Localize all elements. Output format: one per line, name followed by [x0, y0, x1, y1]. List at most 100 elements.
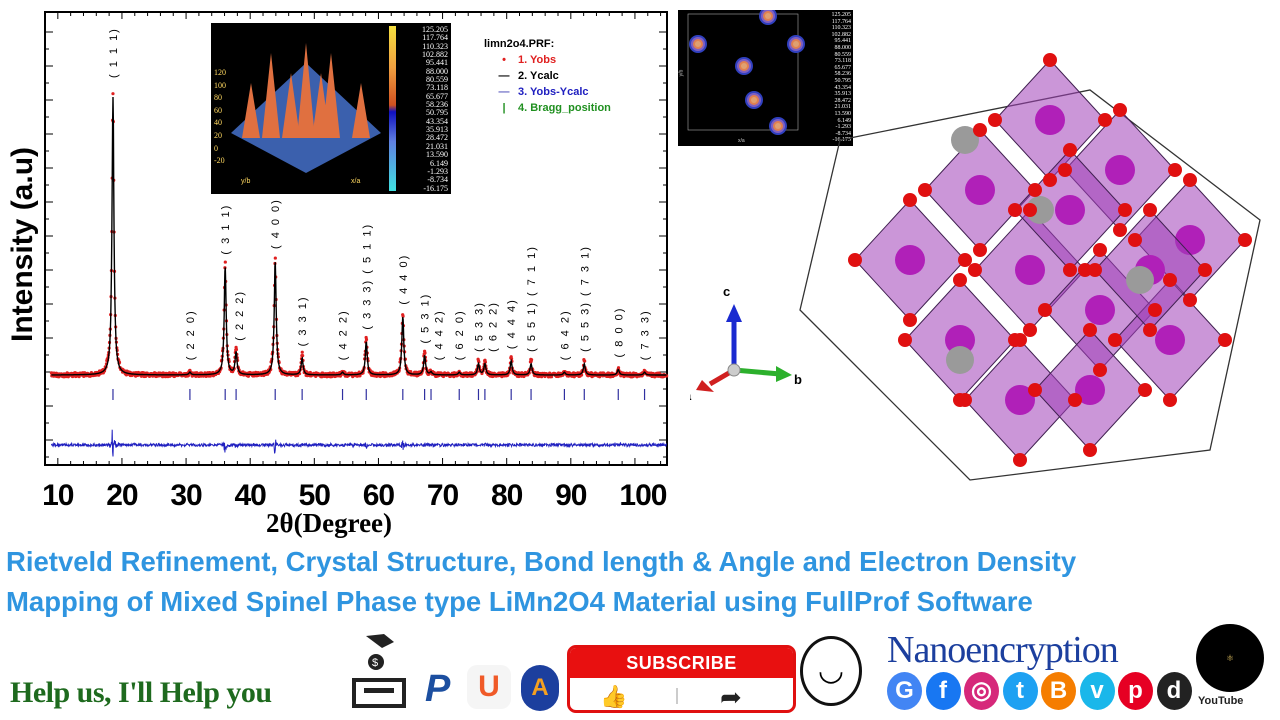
oxygen-atom: [1163, 393, 1177, 407]
oxygen-atom: [1183, 173, 1197, 187]
yobs-point: [423, 351, 427, 355]
yobs-point: [401, 314, 405, 318]
colorbar-value: 117.764: [422, 33, 448, 43]
oxygen-atom: [1113, 223, 1127, 237]
oxygen-atom: [1008, 203, 1022, 217]
x-tick-label: 40: [234, 479, 267, 512]
paypal-icon[interactable]: P: [425, 668, 451, 710]
z-tick: 100: [214, 80, 226, 90]
hkl-label: ( 8 0 0): [613, 307, 625, 358]
oxygen-atom: [1093, 243, 1107, 257]
yobs-point: [111, 92, 115, 96]
hkl-label: ( 5 3 1): [420, 293, 432, 344]
density-peak: [262, 53, 280, 138]
oxygen-atom: [988, 113, 1002, 127]
density-contour: [751, 97, 757, 103]
colorbar-value: 58.236: [426, 100, 448, 110]
colorbar-value: 117.764: [831, 18, 851, 25]
instagram-icon[interactable]: ◎: [964, 672, 999, 710]
legend-bragg: 4. Bragg_position: [518, 102, 611, 114]
crystal-axes-triad: c b a: [690, 284, 802, 403]
channel-logo: ⚛: [1196, 624, 1264, 692]
facebook-icon[interactable]: f: [925, 672, 961, 710]
colorbar-value: 95.441: [426, 58, 448, 68]
x-tick-label: 30: [170, 479, 202, 512]
help-text: Help us, I'll Help you: [10, 676, 272, 709]
subscribe-button[interactable]: SUBSCRIBE 👍 ➦: [567, 645, 796, 713]
plot-area: ( 1 1 1) ( 2 2 0) ( 3 1 1) ( 2 2 2) ( 4 0 0)…: [44, 11, 669, 466]
yobs-point: [144, 374, 148, 378]
yobs-point: [300, 350, 304, 354]
x-tick-label: 70: [426, 479, 459, 512]
blogger-icon[interactable]: B: [1041, 672, 1076, 710]
upi-app-icon[interactable]: U: [467, 665, 511, 709]
yobs-point: [616, 366, 621, 370]
hkl-label: ( 7 3 3): [640, 309, 652, 360]
yobs-point: [477, 360, 481, 364]
legend-yobs: 1. Yobs: [518, 54, 557, 66]
oxygen-atom: [903, 193, 917, 207]
x-tick-label: 60: [362, 479, 395, 512]
density-peak: [282, 73, 300, 138]
x-a-label: x/a: [351, 178, 361, 185]
yobs-point: [364, 337, 369, 342]
colorbar: [389, 26, 396, 191]
hkl-label: ( 1 1 1): [108, 27, 120, 78]
hkl-label: ( 3 1 1): [220, 204, 232, 255]
oxygen-atom: [903, 313, 917, 327]
colorbar-value: 50.795: [426, 108, 448, 118]
vimeo-icon[interactable]: v: [1079, 672, 1115, 710]
oxygen-atom: [1143, 203, 1157, 217]
difference-line: [50, 429, 668, 457]
x-tick-label: 10: [42, 479, 74, 512]
colorbar-value: 65.677: [426, 91, 448, 101]
y-axis-label: Intensity (a.u): [6, 146, 39, 342]
colorbar-value: 43.354: [426, 116, 448, 126]
oxygen-atom: [1183, 293, 1197, 307]
colorbar-value: 95.441: [834, 38, 852, 45]
colorbar-value: -1.293: [835, 124, 852, 131]
payment-app-icon[interactable]: A: [521, 665, 559, 711]
svg-text:$: $: [372, 657, 378, 669]
colorbar-value: 102.882: [422, 50, 448, 60]
density-peak: [312, 73, 330, 138]
colorbar-value: 73.118: [834, 58, 851, 65]
density-contour: [695, 41, 701, 47]
yobs-point: [273, 256, 277, 260]
axis-c: c: [723, 284, 730, 299]
hkl-label: ( 5 5 1) ( 7 1 1): [526, 245, 538, 352]
colorbar-value: 35.913: [426, 125, 448, 135]
colorbar-value: 88.000: [426, 66, 448, 76]
x-tick-label: 50: [298, 479, 331, 512]
mn-atom: [1075, 375, 1105, 405]
oxygen-atom: [1118, 203, 1132, 217]
dailymotion-icon[interactable]: d: [1156, 672, 1192, 710]
mn-atom: [945, 325, 975, 355]
colorbar-value: 80.559: [834, 51, 852, 58]
like-icon[interactable]: 👍: [600, 684, 628, 709]
oxygen-atom: [1063, 263, 1077, 277]
electron-density-3d-inset: 120 100 80 60 40 20 0 -20 y/b x/a 125.205 117.76…: [211, 23, 451, 194]
colorbar-value: 110.323: [422, 41, 448, 51]
mn-atom: [1055, 195, 1085, 225]
oxygen-atom: [1238, 233, 1252, 247]
google-icon[interactable]: G: [887, 672, 922, 710]
colorbar-value: 88.000: [834, 44, 852, 51]
oxygen-atom: [1063, 143, 1077, 157]
share-icon[interactable]: ➦: [720, 682, 742, 712]
yobs-point: [583, 359, 587, 363]
hkl-label: ( 6 4 2): [559, 309, 571, 360]
twitter-icon[interactable]: t: [1002, 672, 1038, 710]
x-tick-label: 20: [106, 479, 138, 512]
hkl-label: ( 2 2 0): [185, 309, 197, 360]
oxygen-atom: [958, 393, 972, 407]
spinel-crystal-structure: [799, 53, 1261, 481]
oxygen-atom: [1058, 163, 1072, 177]
density-peak: [297, 43, 315, 138]
oxygen-atom: [973, 243, 987, 257]
oxygen-atom: [1028, 183, 1042, 197]
oxygen-atom: [1078, 263, 1092, 277]
hkl-label: ( 3 3 3) ( 5 1 1): [361, 223, 373, 330]
pinterest-icon[interactable]: p: [1118, 672, 1153, 710]
density-contour: [793, 41, 799, 47]
